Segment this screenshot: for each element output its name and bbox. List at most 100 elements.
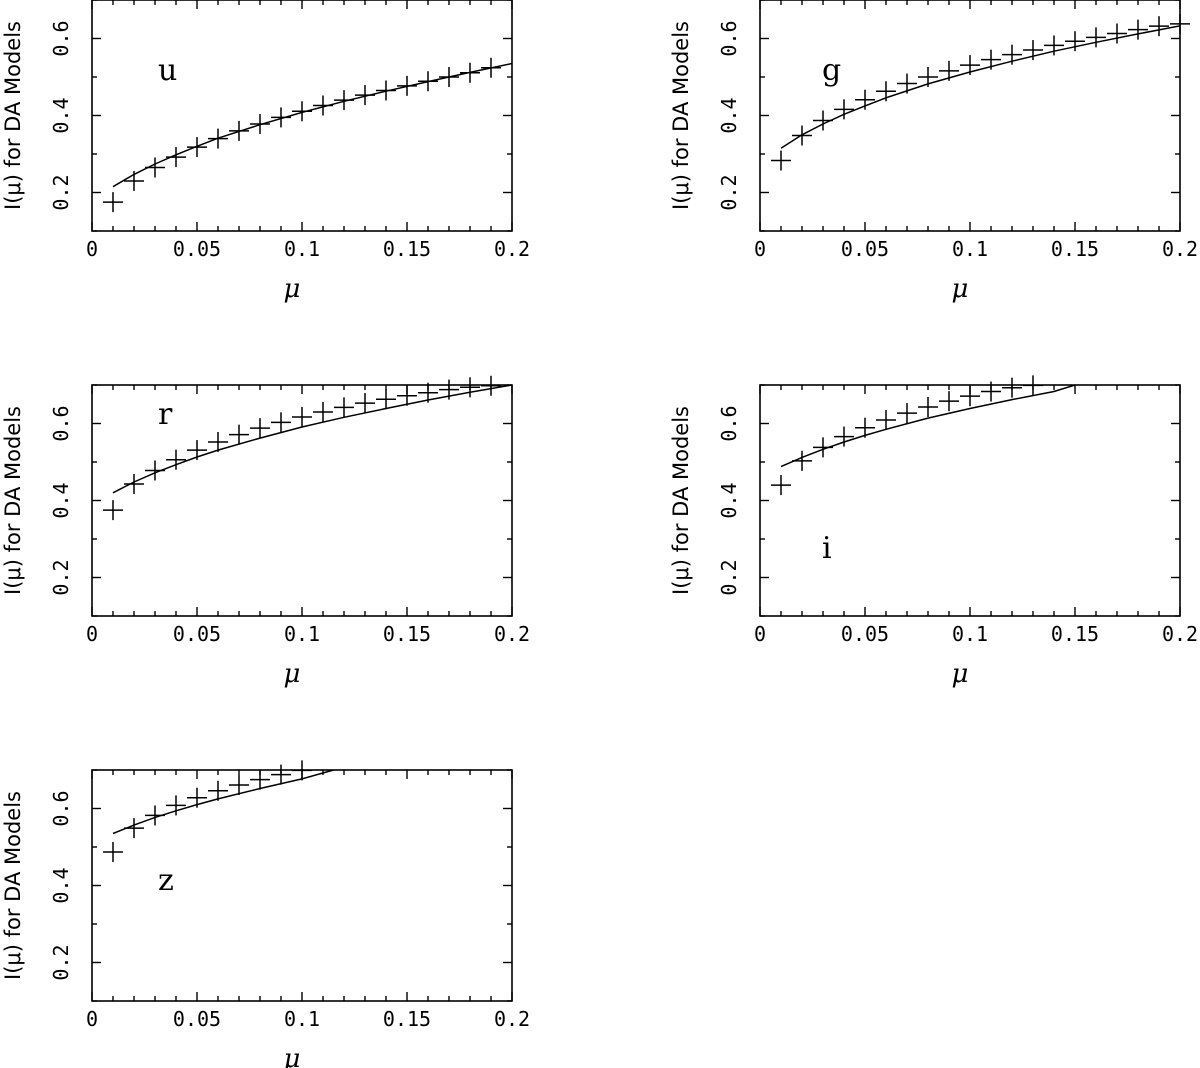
data-point (981, 381, 1001, 402)
x-tick-label: 0.05 (173, 1007, 221, 1031)
data-point (834, 99, 854, 120)
plot-frame (91, 769, 513, 1002)
data-point (792, 125, 812, 146)
plot-frame (759, 384, 1181, 617)
data-point (1065, 31, 1085, 52)
data-point (208, 780, 228, 801)
data-point (250, 769, 270, 790)
data-point (771, 475, 791, 496)
y-axis-label: I(μ) for DA Models (1, 406, 25, 595)
data-point (960, 55, 980, 76)
y-tick-label: 0.2 (717, 559, 741, 595)
x-tick-label: 0 (754, 622, 766, 646)
data-point (229, 120, 249, 141)
data-point (981, 49, 1001, 70)
data-point (960, 386, 980, 407)
data-point (292, 760, 312, 781)
x-axis-label: μ (284, 659, 301, 689)
y-tick-label: 0.4 (49, 97, 73, 133)
x-tick-label: 0.1 (952, 622, 988, 646)
band-label: i (822, 531, 832, 566)
data-point (145, 157, 165, 178)
y-tick-label: 0.4 (717, 482, 741, 518)
data-point (103, 192, 123, 213)
y-axis-label: I(μ) for DA Models (669, 21, 693, 210)
chart-panel-g: 0 0.05 0.1 0.15 0.2 0.2 0.4 0.6 I(μ) for DA Mode… (669, 0, 1198, 304)
data-point (166, 147, 186, 168)
x-tick-label: 0.15 (383, 237, 431, 261)
data-point (292, 406, 312, 427)
x-tick-label: 0.15 (1051, 237, 1099, 261)
data-point (1002, 377, 1022, 398)
y-tick-label: 0.6 (717, 405, 741, 441)
data-point (271, 412, 291, 433)
data-point (208, 128, 228, 149)
data-point (813, 110, 833, 131)
chart-panel-r: 0 0.05 0.1 0.15 0.2 0.2 0.4 0.6 I(μ) for DA Mode… (1, 375, 530, 689)
x-tick-label: 0.1 (284, 622, 320, 646)
x-tick-label: 0 (86, 1007, 98, 1031)
chart-panel-z: 0 0.05 0.1 0.15 0.2 0.2 0.4 0.6 I(μ) for DA Mode… (1, 760, 530, 1068)
model-curve (112, 770, 334, 835)
data-point (124, 473, 144, 494)
y-tick-label: 0.6 (717, 20, 741, 56)
y-tick-label: 0.4 (49, 482, 73, 518)
data-point (250, 418, 270, 439)
x-tick-label: 0.05 (841, 237, 889, 261)
y-tick-label: 0.4 (49, 867, 73, 903)
y-tick-label: 0.6 (49, 790, 73, 826)
data-point (397, 385, 417, 406)
data-point (166, 449, 186, 470)
y-tick-label: 0.4 (717, 97, 741, 133)
x-tick-label: 0 (754, 237, 766, 261)
data-point (439, 379, 459, 400)
x-tick-label: 0 (86, 622, 98, 646)
y-tick-label: 0.2 (49, 944, 73, 980)
data-point (103, 500, 123, 521)
x-tick-label: 0.2 (1162, 622, 1198, 646)
data-point (313, 401, 333, 422)
data-point (876, 410, 896, 431)
x-axis-label: μ (952, 274, 969, 304)
data-point (1023, 375, 1043, 396)
x-tick-label: 0.15 (1051, 622, 1099, 646)
data-point (939, 60, 959, 81)
x-axis-label: μ (284, 1044, 301, 1068)
data-point (166, 795, 186, 816)
x-axis-label: μ (952, 659, 969, 689)
data-point (187, 787, 207, 808)
data-point (1149, 16, 1169, 37)
x-tick-label: 0.1 (284, 1007, 320, 1031)
data-point (897, 73, 917, 94)
x-tick-label: 0.15 (383, 1007, 431, 1031)
chart-panel-u: 0 0.05 0.1 0.15 0.2 0.2 0.4 0.6 I(μ) for DA Mode… (1, 0, 530, 304)
data-point (145, 460, 165, 481)
x-tick-label: 0.2 (1162, 237, 1198, 261)
data-point (834, 426, 854, 447)
model-curve (112, 385, 512, 494)
y-axis-label: I(μ) for DA Models (669, 406, 693, 595)
data-point (481, 57, 501, 78)
data-point (271, 764, 291, 785)
data-point (855, 89, 875, 110)
data-point (481, 375, 501, 396)
data-point (376, 389, 396, 410)
data-point (187, 440, 207, 461)
data-point (187, 137, 207, 158)
x-tick-label: 0.1 (952, 237, 988, 261)
y-tick-label: 0.2 (717, 174, 741, 210)
x-tick-label: 0.05 (173, 237, 221, 261)
data-point (208, 431, 228, 452)
band-label: g (822, 53, 841, 88)
data-point (918, 396, 938, 417)
data-point (439, 67, 459, 87)
data-point (124, 818, 144, 839)
data-point (376, 80, 396, 101)
data-point (355, 393, 375, 414)
data-point (334, 397, 354, 418)
data-point (313, 95, 333, 116)
data-point (771, 150, 791, 171)
y-tick-label: 0.2 (49, 174, 73, 210)
